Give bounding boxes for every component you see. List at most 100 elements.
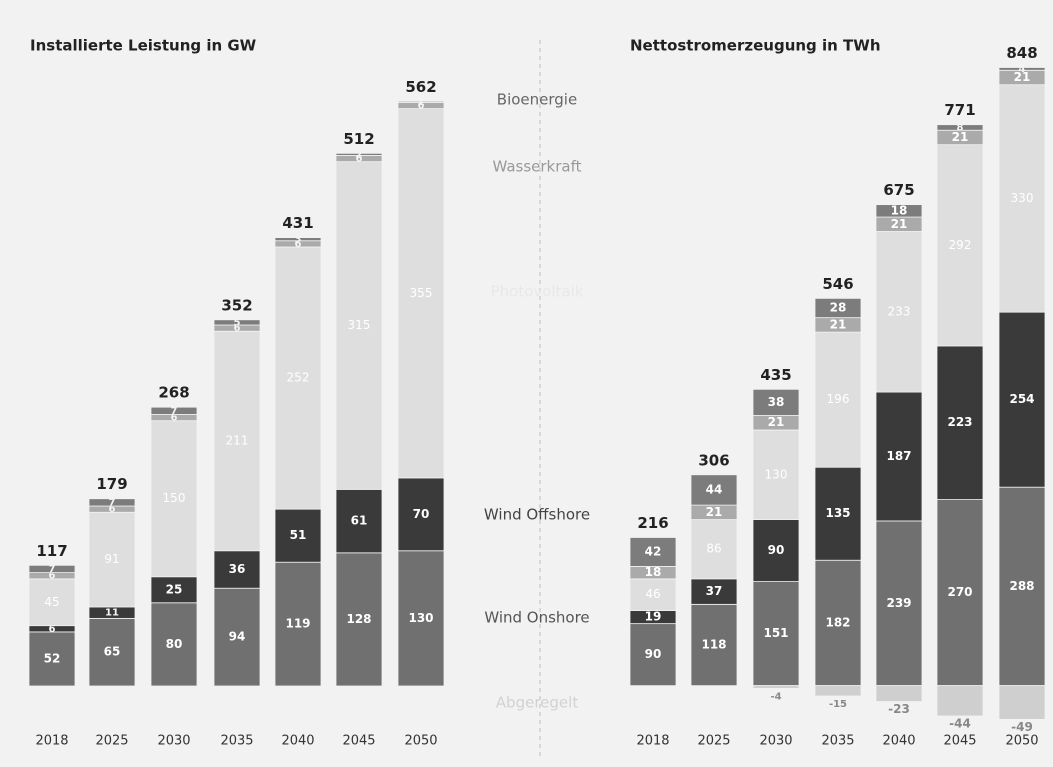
x-tick-label: 2050 xyxy=(404,734,437,749)
value-label: 46 xyxy=(645,587,660,601)
total-label: 431 xyxy=(282,214,313,232)
bar-segment xyxy=(629,537,677,567)
bar-segment xyxy=(397,100,445,103)
value-label: 7 xyxy=(109,497,116,508)
value-label: 4 xyxy=(1019,64,1026,75)
value-label: 315 xyxy=(348,318,371,332)
bar-segment xyxy=(274,246,322,510)
value-label: 150 xyxy=(163,491,186,505)
bar-segment xyxy=(213,550,261,589)
value-label: 91 xyxy=(104,552,119,566)
value-label: 45 xyxy=(44,595,59,609)
value-label: 18 xyxy=(645,565,662,579)
total-label: 216 xyxy=(637,514,668,532)
value-label: 330 xyxy=(1011,191,1034,205)
bar-segment xyxy=(213,330,261,552)
bar-segment xyxy=(335,152,383,156)
total-label: 352 xyxy=(221,296,252,314)
value-label: 7 xyxy=(171,406,178,417)
value-label: 233 xyxy=(888,304,911,318)
value-label: 21 xyxy=(891,217,908,231)
x-tick-label: 2025 xyxy=(697,734,730,749)
bar-segment xyxy=(998,311,1046,488)
value-label: 355 xyxy=(410,286,433,300)
value-label: 6 xyxy=(49,624,56,635)
x-tick-label: 2030 xyxy=(759,734,792,749)
value-label: 90 xyxy=(768,543,785,557)
x-tick-label: 2045 xyxy=(342,734,375,749)
total-label: 268 xyxy=(158,384,189,402)
value-label: 65 xyxy=(104,645,121,659)
total-label: 546 xyxy=(822,275,853,293)
total-label: 848 xyxy=(1006,44,1037,62)
value-label: 6 xyxy=(234,323,241,334)
bar-segment xyxy=(875,204,923,218)
value-label: 151 xyxy=(763,626,788,640)
value-label: 38 xyxy=(768,395,785,409)
value-label: 6 xyxy=(49,571,56,582)
value-label: 118 xyxy=(701,637,726,651)
value-label: 3 xyxy=(295,234,302,245)
value-label: -15 xyxy=(829,699,847,710)
bar-segment xyxy=(998,67,1046,71)
total-label: 179 xyxy=(96,475,127,493)
legend-label: Photovoltaik xyxy=(491,283,584,301)
bar-segment xyxy=(752,429,800,520)
value-label: 223 xyxy=(947,415,972,429)
value-label: 270 xyxy=(947,585,972,599)
total-label: 771 xyxy=(944,101,975,119)
x-tick-label: 2018 xyxy=(636,734,669,749)
value-label: 61 xyxy=(351,514,368,528)
value-label: 130 xyxy=(765,467,788,481)
bar-segment xyxy=(875,231,923,393)
value-label: 119 xyxy=(285,617,310,631)
bar-segment xyxy=(875,685,923,702)
value-label: 37 xyxy=(706,584,723,598)
bar-segment xyxy=(690,474,738,506)
bar-segment xyxy=(213,319,261,326)
value-label: 86 xyxy=(706,542,721,556)
value-label: 52 xyxy=(44,651,61,665)
chart-title: Nettostromerzeugung in TWh xyxy=(630,37,881,55)
legend-label: Abgeregelt xyxy=(496,694,579,712)
bar-segment xyxy=(814,559,862,687)
chart-title: Installierte Leistung in GW xyxy=(30,37,257,55)
value-label: 135 xyxy=(825,506,850,520)
value-label: 6 xyxy=(295,239,302,250)
value-label: 21 xyxy=(768,415,785,429)
value-label: -23 xyxy=(888,702,910,716)
value-label: 288 xyxy=(1009,579,1034,593)
bar-segment xyxy=(397,108,445,479)
value-label: 8 xyxy=(957,122,964,133)
bar-segment xyxy=(998,84,1046,313)
bar-segment xyxy=(28,631,76,687)
value-label: 7 xyxy=(49,564,56,575)
value-label: 80 xyxy=(166,637,183,651)
bar-segment xyxy=(88,511,136,608)
bar-segment xyxy=(936,685,984,717)
value-label: 94 xyxy=(229,630,246,644)
bar-segment xyxy=(936,345,984,500)
x-tick-label: 2050 xyxy=(1005,734,1038,749)
value-label: 6 xyxy=(418,100,425,111)
x-tick-label: 2045 xyxy=(943,734,976,749)
bar-segment xyxy=(28,578,76,627)
value-label: 51 xyxy=(290,528,307,542)
total-label: 117 xyxy=(36,542,67,560)
bar-segment xyxy=(335,552,383,687)
bar-segment xyxy=(274,237,322,242)
bar-segment xyxy=(150,406,198,415)
value-label: 42 xyxy=(645,544,662,558)
bar-segment xyxy=(274,508,322,563)
bar-segment xyxy=(397,477,445,552)
value-label: 130 xyxy=(408,611,433,625)
bar-segment xyxy=(150,576,198,604)
total-label: 562 xyxy=(405,78,436,96)
bar-segment xyxy=(998,685,1046,720)
value-label: 11 xyxy=(105,608,119,619)
value-label: 5 xyxy=(234,317,241,328)
x-tick-label: 2018 xyxy=(35,734,68,749)
bar-segment xyxy=(690,578,738,605)
x-tick-label: 2035 xyxy=(220,734,253,749)
